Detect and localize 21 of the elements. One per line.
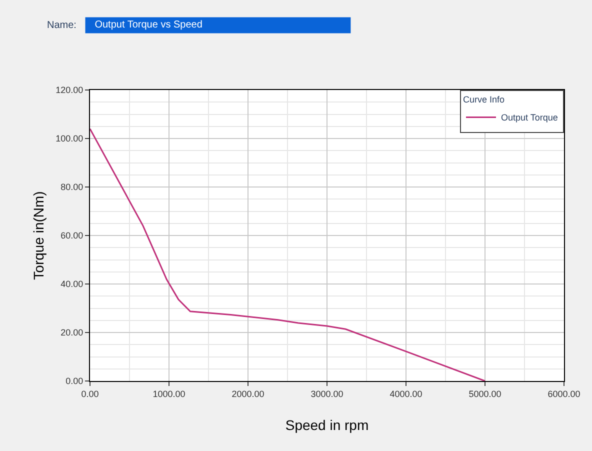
x-axis-title: Speed in rpm: [285, 417, 369, 434]
y-axis-title: Torque in(Nm): [30, 191, 46, 280]
x-tick-label: 6000.00: [548, 388, 580, 399]
text: Name:: [47, 20, 76, 31]
legend-label: Output Torque: [501, 112, 558, 123]
y-tick-label: 120.00: [56, 85, 84, 96]
y-tick-label: 80.00: [60, 182, 84, 192]
x-tick-label: 3000.00: [310, 388, 344, 399]
x-tick-label: 1000.00: [152, 388, 186, 399]
chart-title: Output Torque vs Speed: [94, 19, 202, 30]
x-tick-label: 4000.00: [390, 388, 422, 399]
x-tick-label: 5000.00: [468, 388, 502, 399]
y-tick-label: 60.00: [60, 230, 84, 241]
legend-title: Curve Info: [463, 94, 505, 105]
y-tick-label: 0.00: [66, 376, 84, 386]
y-tick-label: 20.00: [60, 328, 84, 338]
y-tick-label: 100.00: [56, 134, 84, 144]
x-tick-label: 2000.00: [232, 388, 264, 399]
x-tick-label: 0.00: [81, 388, 99, 399]
line-series: [90, 128, 486, 381]
y-tick-label: 40.00: [60, 279, 84, 290]
